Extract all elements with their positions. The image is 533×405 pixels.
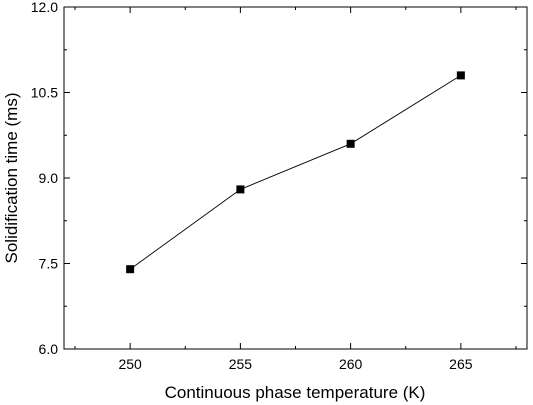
x-tick-label: 265 <box>449 356 473 372</box>
y-tick-label: 7.5 <box>39 256 59 272</box>
data-point-marker <box>456 71 465 80</box>
x-tick-label: 250 <box>118 356 142 372</box>
y-tick-label: 6.0 <box>39 341 59 357</box>
x-axis-title: Continuous phase temperature (K) <box>165 383 426 402</box>
plot-frame <box>63 6 528 350</box>
y-tick-label: 9.0 <box>39 170 59 186</box>
data-points <box>126 71 465 274</box>
tick-marks <box>64 6 527 350</box>
x-tick-label: 255 <box>229 356 253 372</box>
y-tick-label: 12.0 <box>31 0 58 15</box>
tick-labels: 250 255 260 265 6.0 7.5 9.0 10.5 12.0 <box>31 0 473 372</box>
data-point-marker <box>236 185 245 194</box>
y-axis-title: Solidification time (ms) <box>2 93 21 264</box>
y-tick-label: 10.5 <box>31 85 58 101</box>
series-line <box>129 75 462 270</box>
x-tick-label: 260 <box>339 356 363 372</box>
data-point-marker <box>346 139 355 148</box>
data-point-marker <box>126 265 135 274</box>
